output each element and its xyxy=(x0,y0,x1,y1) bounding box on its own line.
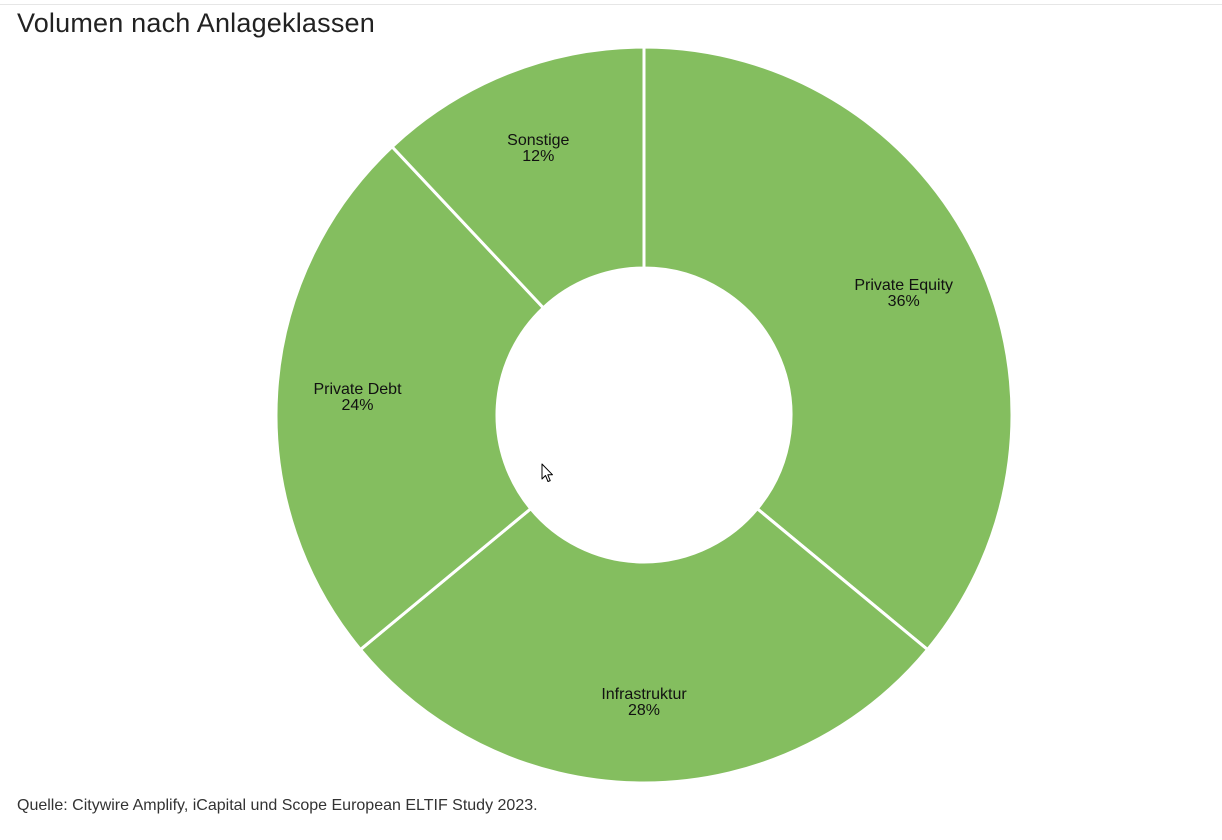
slice-value-private-equity: 36% xyxy=(888,293,920,310)
slice-private-debt[interactable] xyxy=(274,145,545,652)
slice-label-sonstige: Sonstige xyxy=(507,132,569,149)
chart-title: Volumen nach Anlageklassen xyxy=(17,8,375,38)
slice-label-private-debt: Private Debt xyxy=(313,381,402,398)
top-divider xyxy=(0,4,1222,5)
donut-slices xyxy=(274,45,1014,785)
mouse-pointer-icon xyxy=(541,463,553,482)
slice-value-private-debt: 24% xyxy=(341,397,373,414)
slice-label-private-equity: Private Equity xyxy=(854,277,953,294)
slice-private-equity[interactable] xyxy=(642,45,1014,652)
slice-infrastruktur[interactable] xyxy=(358,507,930,785)
slice-sonstige[interactable] xyxy=(390,45,646,310)
slice-label-infrastruktur: Infrastruktur xyxy=(601,686,687,703)
slice-value-infrastruktur: 28% xyxy=(628,702,660,719)
source-note: Quelle: Citywire Amplify, iCapital und S… xyxy=(17,797,538,814)
slice-value-sonstige: 12% xyxy=(522,148,554,165)
